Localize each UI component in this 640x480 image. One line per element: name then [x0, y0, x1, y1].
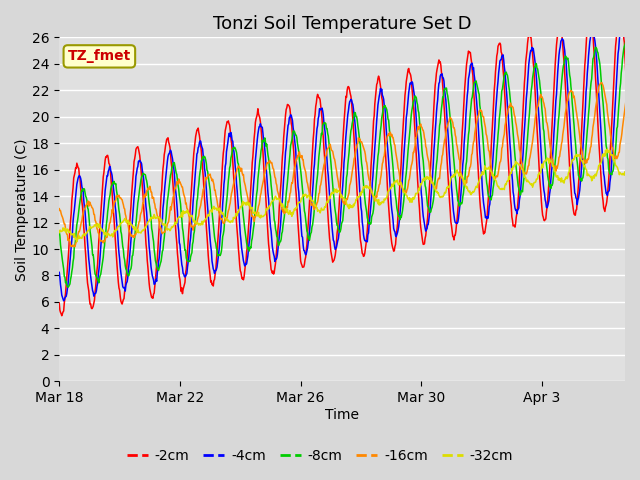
X-axis label: Time: Time — [325, 408, 359, 422]
Legend: -2cm, -4cm, -8cm, -16cm, -32cm: -2cm, -4cm, -8cm, -16cm, -32cm — [122, 443, 518, 468]
Title: Tonzi Soil Temperature Set D: Tonzi Soil Temperature Set D — [213, 15, 472, 33]
Y-axis label: Soil Temperature (C): Soil Temperature (C) — [15, 138, 29, 281]
Text: TZ_fmet: TZ_fmet — [68, 49, 131, 63]
